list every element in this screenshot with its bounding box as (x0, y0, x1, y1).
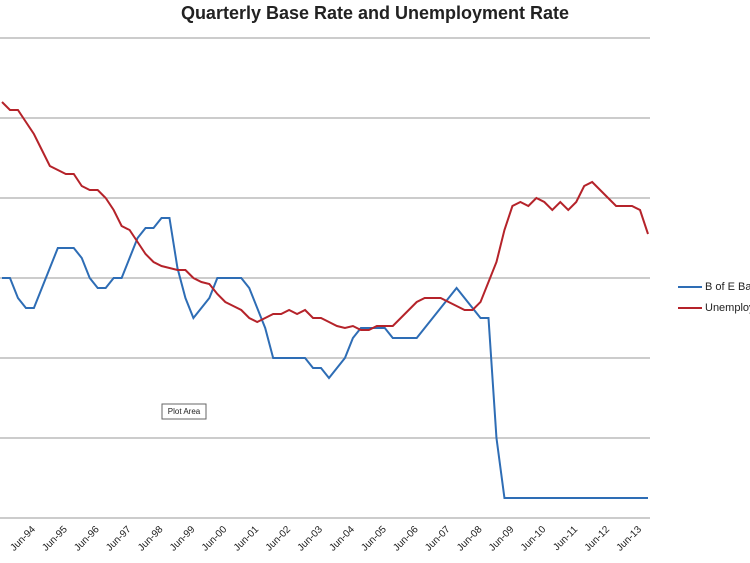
chart-title: Quarterly Base Rate and Unemployment Rat… (181, 3, 569, 23)
x-tick-label: Jun-11 (551, 524, 580, 553)
x-tick-label: Jun-05 (359, 524, 389, 554)
x-tick-label: Jun-98 (136, 524, 166, 554)
x-tick-label: Jun-96 (72, 524, 102, 554)
x-tick-label: Jun-97 (104, 524, 134, 554)
legend-label: B of E Bas (705, 281, 750, 293)
x-tick-label: Jun-95 (40, 524, 70, 554)
x-tick-label: Jun-01 (232, 524, 262, 554)
x-tick-label: Jun-07 (423, 524, 453, 554)
line-series (1, 101, 649, 331)
line-series (2, 217, 648, 499)
x-tick-label: Jun-08 (455, 524, 485, 554)
x-tick-label: Jun-00 (200, 524, 230, 554)
x-tick-label: Jun-02 (264, 524, 294, 554)
x-tick-label: Jun-09 (487, 524, 517, 554)
tooltip-box (161, 403, 207, 420)
x-tick-label: Jun-06 (391, 524, 421, 554)
tooltip: Plot Area (161, 403, 207, 420)
x-tick-label: Jun-10 (519, 524, 549, 554)
x-tick-label: Jun-04 (328, 524, 358, 554)
x-tick-label: Jun-03 (296, 524, 326, 554)
legend-label: Unemploy (705, 302, 750, 314)
x-tick-label: Jun-12 (583, 524, 613, 554)
x-tick-label: Jun-99 (168, 524, 198, 554)
x-tick-label: Jun-13 (615, 524, 645, 554)
tooltip-text: Plot Area (168, 407, 201, 416)
x-tick-label: Jun-94 (8, 524, 38, 554)
